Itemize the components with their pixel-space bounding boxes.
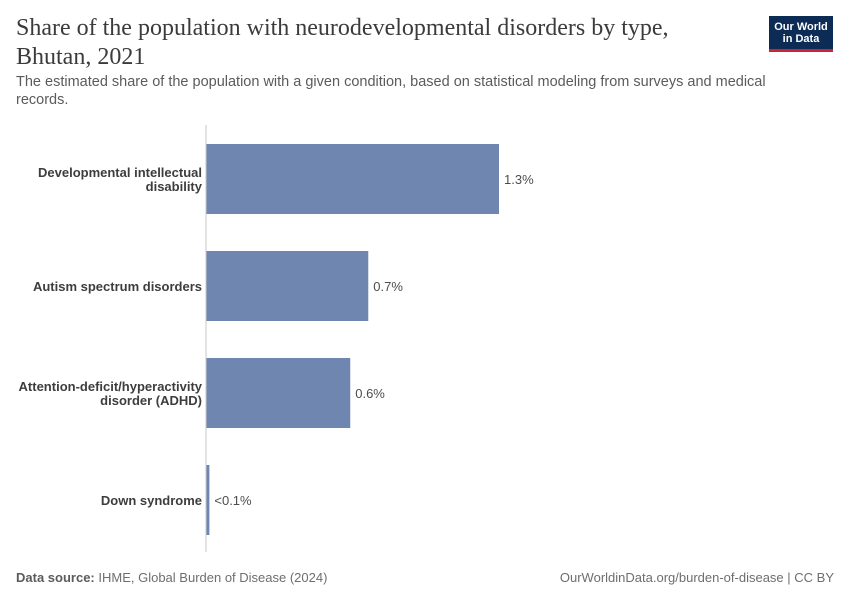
bar-2[interactable] bbox=[206, 358, 351, 428]
source-link[interactable]: OurWorldinData.org/burden-of-disease bbox=[559, 570, 784, 585]
value-label-0: 1.3% bbox=[504, 172, 534, 187]
footer-attribution: OurWorldinData.org/burden-of-disease | C… bbox=[560, 570, 834, 585]
category-label-1: Autism spectrum disorders bbox=[33, 279, 202, 294]
value-label-1: 0.7% bbox=[373, 279, 403, 294]
license-link[interactable]: CC BY bbox=[794, 570, 834, 585]
logo-line-2: in Data bbox=[782, 33, 820, 45]
bar-3[interactable] bbox=[206, 465, 210, 535]
category-label-2: Attention-deficit/hyperactivity disorder … bbox=[19, 379, 203, 408]
value-label-3: <0.1% bbox=[214, 493, 252, 508]
logo-line-1: Our World bbox=[774, 21, 828, 33]
category-label-0: Developmental intellectual disability bbox=[38, 165, 203, 194]
chart-title: Share of the population with neurodevelo… bbox=[16, 15, 669, 70]
value-label-2: 0.6% bbox=[355, 386, 385, 401]
bar-1[interactable] bbox=[206, 251, 369, 321]
data-source: Data source: IHME, Global Burden of Dise… bbox=[16, 570, 327, 585]
footer-separator: | bbox=[783, 570, 795, 585]
bar-0[interactable] bbox=[206, 144, 499, 214]
data-source-label: Data source: bbox=[16, 570, 95, 585]
owid-logo[interactable]: Our World in Data bbox=[769, 16, 833, 52]
data-source-text: IHME, Global Burden of Disease (2024) bbox=[98, 570, 328, 585]
chart-subtitle: The estimated share of the population wi… bbox=[16, 74, 766, 108]
category-label-3: Down syndrome bbox=[101, 493, 202, 508]
